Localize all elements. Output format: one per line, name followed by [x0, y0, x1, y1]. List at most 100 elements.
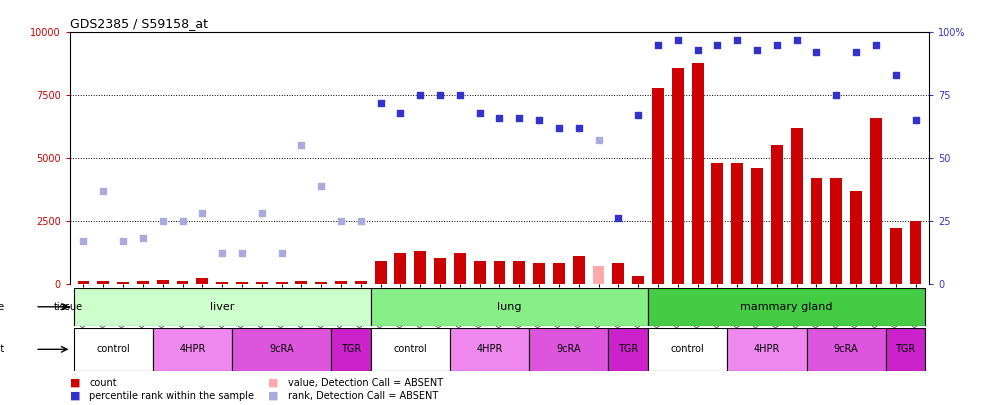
Point: [115, 238, 131, 244]
Point: [155, 217, 171, 224]
Point: [195, 210, 211, 216]
Bar: [529, 328, 608, 371]
Bar: [275, 282, 287, 283]
Point: [234, 250, 249, 257]
Bar: [886, 328, 925, 371]
Point: [135, 235, 151, 241]
Bar: [806, 328, 886, 371]
Point: [353, 217, 369, 224]
Point: [690, 47, 706, 53]
Bar: [513, 261, 525, 283]
Point: [293, 142, 309, 149]
Point: [373, 100, 389, 106]
Bar: [355, 281, 367, 284]
Text: ■: ■: [268, 378, 279, 388]
Bar: [712, 163, 724, 284]
Bar: [153, 328, 232, 371]
Bar: [78, 281, 89, 284]
Bar: [672, 68, 684, 284]
Bar: [608, 328, 648, 371]
Point: [808, 49, 824, 56]
Bar: [197, 279, 209, 284]
Text: percentile rank within the sample: percentile rank within the sample: [89, 391, 254, 401]
Point: [551, 125, 567, 131]
Bar: [375, 261, 387, 283]
Bar: [612, 263, 624, 284]
Point: [908, 117, 923, 124]
Text: rank, Detection Call = ABSENT: rank, Detection Call = ABSENT: [288, 391, 438, 401]
Text: 9cRA: 9cRA: [269, 344, 294, 354]
Bar: [395, 254, 407, 284]
Point: [610, 215, 626, 222]
Point: [730, 37, 746, 43]
Bar: [414, 251, 426, 284]
Point: [749, 47, 765, 53]
Bar: [74, 328, 153, 371]
Text: count: count: [89, 378, 117, 388]
Point: [432, 92, 448, 98]
Bar: [177, 281, 189, 284]
Bar: [652, 87, 664, 284]
Text: agent: agent: [0, 344, 5, 354]
Bar: [751, 168, 763, 284]
Point: [868, 42, 884, 48]
Text: GDS2385 / S59158_at: GDS2385 / S59158_at: [70, 17, 208, 30]
Bar: [870, 118, 882, 284]
Point: [313, 182, 329, 189]
Point: [472, 109, 488, 116]
Text: tissue: tissue: [54, 302, 83, 312]
Bar: [434, 258, 446, 283]
Text: control: control: [671, 344, 705, 354]
Point: [511, 115, 527, 121]
Text: 4HPR: 4HPR: [179, 344, 206, 354]
Bar: [450, 328, 529, 371]
Bar: [474, 261, 486, 283]
Bar: [632, 276, 644, 283]
Bar: [232, 328, 331, 371]
Bar: [315, 282, 327, 283]
Point: [76, 238, 91, 244]
Bar: [592, 266, 604, 284]
Bar: [216, 282, 228, 283]
Point: [848, 49, 864, 56]
Bar: [335, 281, 347, 284]
Bar: [137, 281, 149, 284]
Bar: [732, 163, 744, 284]
Bar: [910, 221, 921, 284]
Point: [630, 112, 646, 119]
Point: [333, 217, 349, 224]
Point: [95, 188, 111, 194]
Text: lung: lung: [497, 302, 522, 312]
Text: 4HPR: 4HPR: [753, 344, 780, 354]
Bar: [553, 263, 565, 284]
Bar: [790, 128, 802, 284]
Bar: [830, 178, 842, 284]
Bar: [255, 282, 267, 283]
Bar: [573, 256, 584, 284]
Text: ■: ■: [268, 391, 279, 401]
Point: [769, 42, 785, 48]
Point: [531, 117, 547, 124]
Point: [888, 72, 904, 78]
Bar: [331, 328, 371, 371]
Bar: [648, 288, 925, 326]
Text: liver: liver: [210, 302, 235, 312]
Text: control: control: [394, 344, 427, 354]
Point: [590, 137, 606, 144]
Point: [175, 217, 191, 224]
Point: [650, 42, 666, 48]
Point: [253, 210, 269, 216]
Text: tissue: tissue: [0, 302, 5, 312]
Bar: [648, 328, 728, 371]
Bar: [295, 281, 307, 284]
Bar: [371, 328, 450, 371]
Bar: [850, 191, 862, 284]
Bar: [74, 288, 371, 326]
Bar: [810, 178, 822, 284]
Bar: [157, 280, 169, 283]
Text: TGR: TGR: [341, 344, 361, 354]
Bar: [97, 281, 109, 284]
Bar: [494, 261, 505, 283]
Point: [710, 42, 726, 48]
Point: [214, 250, 230, 257]
